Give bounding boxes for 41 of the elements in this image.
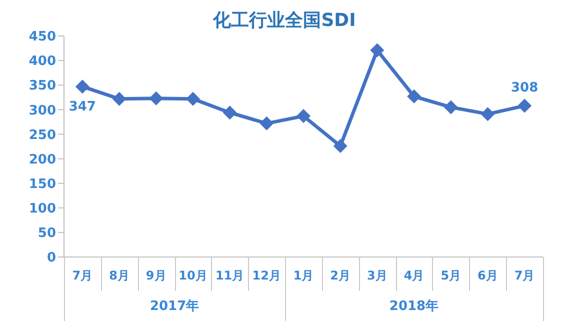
point <box>444 100 458 114</box>
y-tick-label: 250 <box>28 128 56 143</box>
y-tick-label: 150 <box>28 176 56 192</box>
y-tick-label: 400 <box>28 54 56 70</box>
point <box>370 43 384 58</box>
x-tick-label: 8月 <box>109 268 130 283</box>
point <box>222 106 237 120</box>
text: 2018年 <box>388 298 440 315</box>
x-tick-label: 12月 <box>252 268 282 283</box>
point <box>112 92 126 106</box>
chart-title: 化工行业全国SDI <box>213 10 356 31</box>
x-tick-label: 2月 <box>330 268 351 283</box>
point <box>480 107 495 122</box>
y-tick-label: 350 <box>28 78 56 94</box>
x-tick-label: 1月 <box>293 268 314 283</box>
text: 2017年 <box>148 298 200 315</box>
y-tick-label: 100 <box>28 202 56 217</box>
point <box>149 91 164 106</box>
point <box>518 98 532 113</box>
point <box>333 139 348 154</box>
data-label: 308 <box>511 80 538 96</box>
y-tick-label: 300 <box>28 103 56 118</box>
point <box>75 80 90 94</box>
y-tick-label: 0 <box>46 250 56 266</box>
x-tick-label: 10月 <box>178 268 208 283</box>
data-label: 347 <box>68 100 96 115</box>
x-tick-label: 7月 <box>514 268 535 283</box>
x-tick-label: 6月 <box>478 268 498 283</box>
x-tick-label: 3月 <box>367 268 388 283</box>
y-tick-label: 200 <box>28 152 56 168</box>
y-tick-label: 450 <box>28 30 56 45</box>
point <box>407 89 422 104</box>
x-tick-label: 7月 <box>72 268 93 283</box>
x-tick-label: 5月 <box>440 268 462 283</box>
point <box>186 92 200 106</box>
y-tick-label: 50 <box>38 226 56 242</box>
x-tick-label: 9月 <box>146 268 166 283</box>
point <box>260 116 274 130</box>
point <box>296 109 310 124</box>
x-tick-label: 4月 <box>404 268 424 283</box>
x-tick-label: 11月 <box>215 268 244 283</box>
